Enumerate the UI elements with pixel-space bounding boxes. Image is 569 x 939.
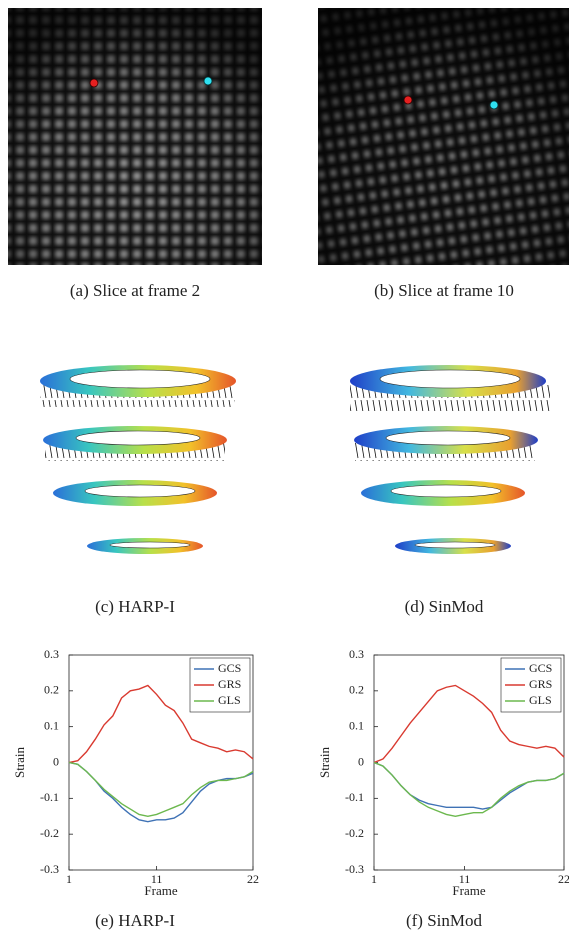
x-tick-label: 11	[151, 872, 163, 886]
mesh-d	[350, 365, 550, 554]
y-tick-label: 0.1	[44, 718, 59, 732]
x-tick-label: 1	[66, 872, 72, 886]
legend-label: GRS	[529, 677, 552, 691]
y-tick-label: -0.1	[40, 790, 59, 804]
series-line	[68, 684, 254, 764]
y-tick-label: 0.3	[44, 647, 59, 661]
x-axis-label: Frame	[144, 883, 177, 898]
y-axis-label: Strain	[12, 746, 27, 778]
x-axis-label: Frame	[452, 883, 485, 898]
mesh-c	[40, 365, 236, 554]
caption: (a) Slice at frame 2	[70, 281, 200, 300]
legend-label: GLS	[218, 693, 241, 707]
x-tick-label: 22	[247, 872, 259, 886]
image-a	[8, 8, 262, 265]
y-tick-label: 0.2	[44, 683, 59, 697]
x-tick-label: 22	[558, 872, 569, 886]
legend-label: GCS	[218, 661, 241, 675]
y-tick-label: 0.1	[349, 718, 364, 732]
y-tick-label: -0.2	[345, 826, 364, 840]
legend-label: GLS	[529, 693, 552, 707]
caption: (d) SinMod	[405, 597, 484, 616]
y-tick-label: -0.2	[40, 826, 59, 840]
series-line	[373, 761, 565, 810]
series-line	[68, 761, 254, 817]
caption: (c) HARP-I	[95, 597, 175, 616]
y-tick-label: -0.1	[345, 790, 364, 804]
y-tick-label: 0	[53, 754, 59, 768]
legend-label: GCS	[529, 661, 552, 675]
series-line	[373, 684, 565, 764]
y-tick-label: -0.3	[345, 862, 364, 876]
legend-box	[189, 657, 251, 713]
image-b	[318, 8, 569, 265]
y-tick-label: 0.2	[349, 683, 364, 697]
y-tick-label: -0.3	[40, 862, 59, 876]
x-tick-label: 1	[371, 872, 377, 886]
y-tick-label: 0	[358, 754, 364, 768]
caption: (f) SinMod	[406, 911, 483, 930]
y-axis-label: Strain	[317, 746, 332, 778]
caption: (b) Slice at frame 10	[374, 281, 514, 300]
series-line	[373, 761, 565, 817]
caption: (e) HARP-I	[95, 911, 175, 930]
legend-label: GRS	[218, 677, 241, 691]
x-tick-label: 11	[459, 872, 471, 886]
y-tick-label: 0.3	[349, 647, 364, 661]
